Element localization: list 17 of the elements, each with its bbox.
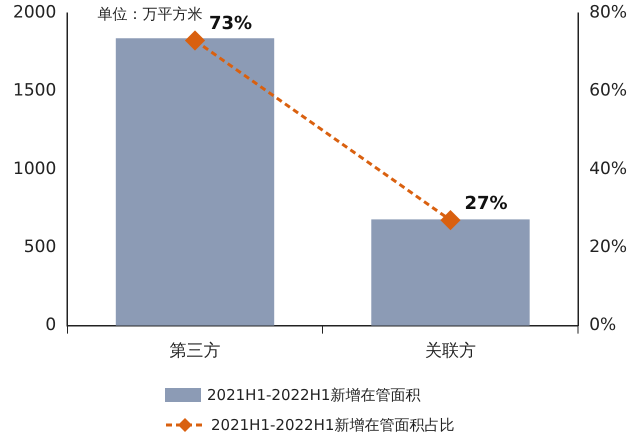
y-tick-label: 1500 (13, 80, 56, 101)
x-tick-label: 关联方 (424, 341, 476, 362)
y2-tick-label: 20% (589, 236, 628, 257)
y2-tick-label: 60% (589, 80, 628, 101)
y-tick-label: 1000 (13, 158, 56, 179)
legend-label: 2021H1-2022H1新增在管面积占比 (211, 416, 454, 434)
x-tick-label: 第三方 (170, 341, 220, 362)
y-tick-label: 2000 (13, 2, 56, 23)
y-tick-label: 500 (24, 236, 56, 257)
data-label: 27% (464, 192, 508, 214)
y2-tick-label: 0% (589, 315, 616, 336)
y2-tick-label: 40% (589, 158, 628, 179)
legend-label: 2021H1-2022H1新增在管面积 (207, 386, 420, 404)
annotation: 单位：万平方米 (97, 5, 202, 24)
data-label: 73% (209, 13, 252, 34)
y2-tick-label: 80% (589, 2, 628, 23)
y-tick-label: 0 (45, 315, 56, 336)
